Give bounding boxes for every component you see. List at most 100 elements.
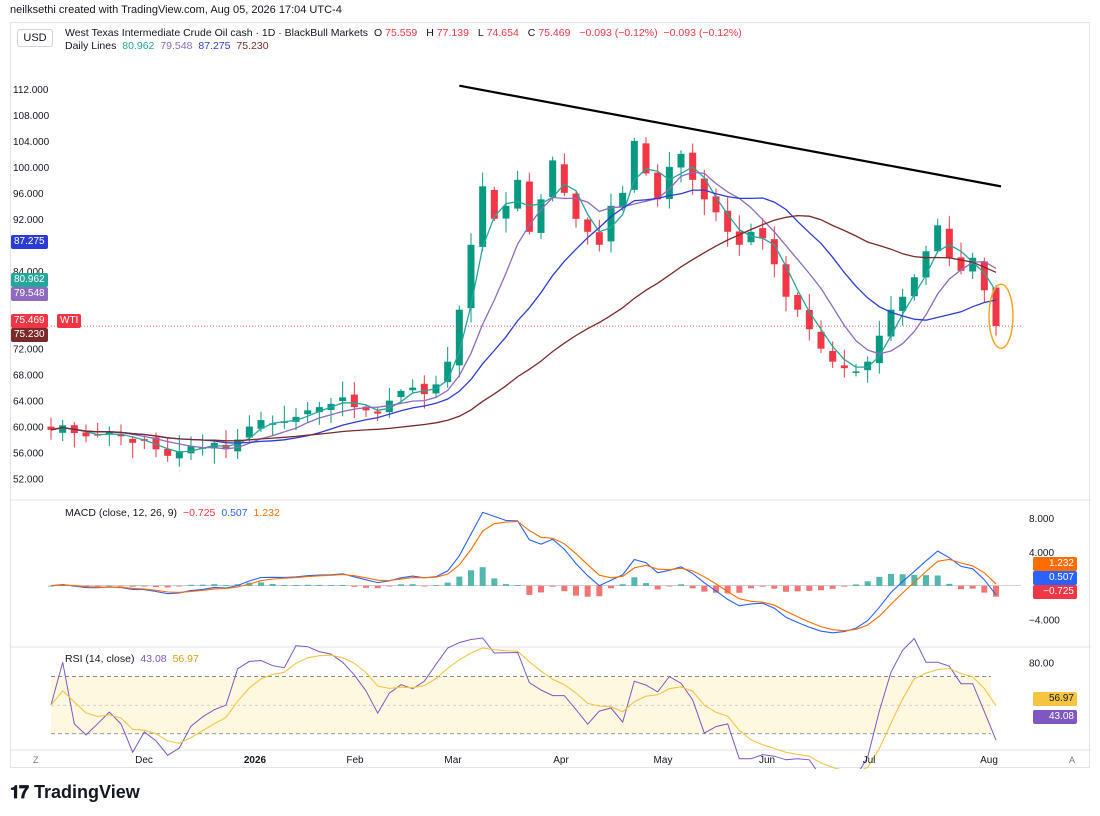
symbol-title[interactable]: West Texas Intermediate Crude Oil cash ·… <box>65 27 369 39</box>
time-axis-label: Feb <box>346 755 364 766</box>
candle <box>642 143 650 174</box>
candle <box>654 172 662 200</box>
macd-histogram-bar <box>456 576 463 586</box>
trendline[interactable] <box>459 84 1002 188</box>
currency-button[interactable]: USD <box>17 29 53 47</box>
macd-histogram-bar <box>981 585 988 593</box>
candle <box>105 431 113 435</box>
candle <box>514 179 522 209</box>
macd-histogram-bar <box>421 585 428 587</box>
candle <box>782 264 790 297</box>
macd-legend-label[interactable]: MACD (close, 12, 26, 9) <box>65 507 178 519</box>
ma20-line <box>50 166 997 453</box>
macd-histogram-bar <box>806 585 813 591</box>
macd-histogram-bar <box>211 584 218 586</box>
macd-histogram-bar <box>911 574 918 586</box>
macd-histogram-bar <box>48 585 54 587</box>
candle <box>537 199 545 233</box>
macd-histogram-bar <box>164 585 171 588</box>
macd-histogram-bar <box>666 585 673 587</box>
price-axis-tick: 112.000 <box>13 85 49 96</box>
candle <box>269 423 277 425</box>
ohlc-change: −0.093 (−0.12%) <box>579 27 658 39</box>
price-axis-tick: 68.000 <box>13 371 44 382</box>
rsi-ma-tag: 56.97 <box>1033 692 1077 706</box>
candle <box>117 434 125 437</box>
ma100-price-tag: 87.275 <box>11 235 48 249</box>
candle <box>234 439 242 452</box>
candle <box>560 164 568 193</box>
candle <box>945 228 953 258</box>
macd-histogram-bar <box>946 583 953 586</box>
macd-histogram-bar <box>654 585 661 590</box>
macd-legend: MACD (close, 12, 26, 9) −0.725 0.507 1.2… <box>65 507 283 519</box>
macd-histogram-bar <box>141 585 148 587</box>
candle <box>420 383 428 395</box>
candle <box>677 153 685 168</box>
ma200-price-tag: 75.230 <box>11 328 48 342</box>
candle <box>444 361 452 383</box>
candle <box>747 231 755 243</box>
macd-histogram-bar <box>363 585 369 588</box>
candle <box>257 420 265 429</box>
candle <box>619 192 627 208</box>
last-price-tag: 75.469 <box>11 314 48 328</box>
ma100-line <box>50 189 997 444</box>
candle <box>899 296 907 311</box>
tradingview-brand[interactable]: 𝟏𝟕 TradingView <box>10 782 140 803</box>
candle <box>175 451 183 459</box>
macd-histogram-bar <box>596 585 603 597</box>
rsi-legend-value: 43.08 <box>140 653 167 665</box>
macd-histogram-bar <box>934 575 941 586</box>
macd-signal-tag: 1.232 <box>1033 557 1077 571</box>
macd-histogram-bar <box>223 585 229 587</box>
macd-histogram-bar <box>993 585 999 597</box>
rsi-legend-label[interactable]: RSI (14, close) <box>65 653 135 665</box>
macd-histogram-bar <box>829 585 836 589</box>
candle <box>292 416 300 422</box>
macd-histogram-bar <box>258 582 264 586</box>
candle <box>852 371 860 373</box>
ohlc-o: O 75.559 <box>373 27 418 39</box>
macd-histogram-bar <box>549 585 556 587</box>
macd-histogram-bar <box>794 585 801 592</box>
auto-scale-button[interactable]: A <box>1069 755 1075 765</box>
price-axis-tick: 100.000 <box>13 163 50 174</box>
macd-histogram-bar <box>304 584 311 586</box>
candle <box>502 205 510 219</box>
time-axis-label: Jul <box>863 755 876 766</box>
candle <box>584 219 592 232</box>
ma200-value: 75.230 <box>236 40 269 52</box>
candle <box>607 205 615 242</box>
price-axis-tick: 56.000 <box>13 449 44 460</box>
macd-histogram-bar <box>538 585 544 593</box>
ma100-value: 87.275 <box>198 40 231 52</box>
candle <box>374 411 382 414</box>
candle <box>455 309 463 366</box>
credit-text: neilksethi created with TradingView.com,… <box>10 4 342 16</box>
ma20-price-tag: 80.962 <box>11 273 48 287</box>
ma-legend-label[interactable]: Daily Lines <box>65 40 117 52</box>
highlight-ellipse[interactable] <box>988 283 1014 349</box>
candle <box>805 309 813 330</box>
candle <box>969 257 977 272</box>
time-axis-label: Mar <box>444 755 462 766</box>
candle <box>630 140 638 190</box>
time-axis-label: 2026 <box>244 755 267 766</box>
macd-histogram-bar <box>339 584 346 586</box>
macd-histogram-bar <box>724 585 731 594</box>
macd-histogram-bar <box>899 574 906 586</box>
candle <box>700 178 708 200</box>
candle <box>164 448 172 456</box>
symbol-price-tag: WTI <box>57 314 82 328</box>
candle <box>794 295 802 310</box>
main-legend: West Texas Intermediate Crude Oil cash ·… <box>65 27 745 39</box>
zoom-z-button[interactable]: Z <box>33 755 39 765</box>
macd-histogram-bar <box>153 585 159 587</box>
price-axis-tick: 52.000 <box>13 475 44 486</box>
price-axis-tick: 92.000 <box>13 215 44 226</box>
ma50-price-tag: 79.548 <box>11 287 48 301</box>
time-axis-label: Jun <box>759 755 775 766</box>
macd-histogram-bar <box>468 570 474 586</box>
macd-histogram-bar <box>409 584 416 586</box>
